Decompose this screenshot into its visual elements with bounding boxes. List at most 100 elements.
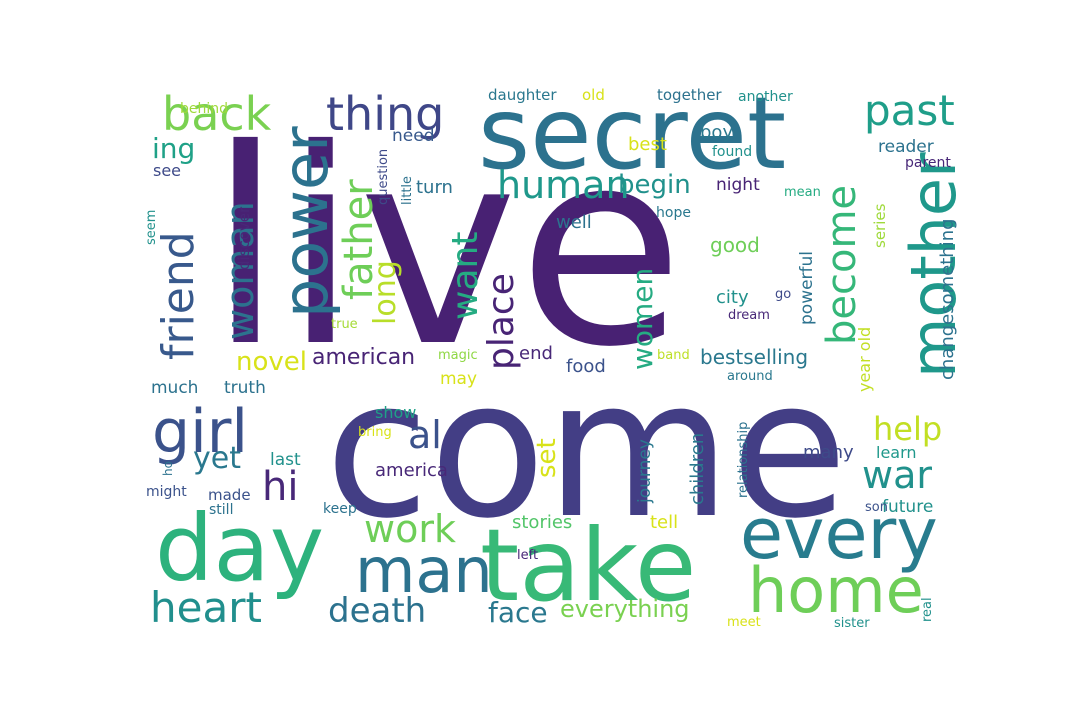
word-place: place bbox=[481, 273, 522, 370]
word-behind: behind bbox=[180, 101, 228, 117]
word-stories: stories bbox=[512, 512, 572, 533]
word-around: around bbox=[727, 369, 773, 384]
word-little: little bbox=[400, 176, 415, 205]
word-friend: friend bbox=[153, 231, 204, 360]
word-power: power bbox=[269, 126, 342, 318]
word-reader: reader bbox=[878, 137, 934, 157]
word-changesomething: changesomething bbox=[937, 218, 958, 380]
word-real: real bbox=[920, 597, 935, 622]
word-series: series bbox=[871, 203, 889, 248]
word-food: food bbox=[566, 356, 606, 377]
word-take: take bbox=[480, 507, 696, 624]
word-might: might bbox=[146, 484, 187, 500]
word-bestselling: bestselling bbox=[700, 345, 808, 369]
word-set: set bbox=[532, 438, 562, 478]
word-powerful: powerful bbox=[797, 251, 817, 325]
word-left: left bbox=[517, 548, 538, 563]
word-last: last bbox=[270, 450, 301, 470]
word-want: want bbox=[445, 232, 486, 320]
word-back: back bbox=[162, 87, 272, 141]
word-hi: hi bbox=[262, 464, 298, 510]
word-best: best bbox=[628, 134, 667, 155]
word-question: question bbox=[376, 149, 391, 205]
word-america: america bbox=[375, 460, 448, 481]
word-human: human bbox=[497, 163, 630, 207]
word-yet: yet bbox=[193, 441, 241, 476]
word-good: good bbox=[710, 233, 760, 257]
word-together: together bbox=[657, 86, 722, 104]
word-face: face bbox=[488, 596, 548, 629]
word-begin: begin bbox=[618, 170, 691, 200]
word-show: show bbox=[375, 403, 416, 422]
word-death: death bbox=[328, 591, 426, 631]
word-see: see bbox=[153, 161, 181, 180]
word-old: old bbox=[582, 86, 605, 104]
word-bring: bring bbox=[358, 425, 392, 440]
word-heart: heart bbox=[150, 583, 262, 632]
word-come: come bbox=[325, 339, 848, 560]
word-war: war bbox=[862, 453, 932, 497]
word-ho: ho bbox=[161, 461, 175, 476]
word-well: well bbox=[556, 212, 592, 233]
word-mother: mother bbox=[897, 152, 970, 378]
word-past: past bbox=[864, 86, 955, 135]
word-secret: secret bbox=[478, 75, 786, 192]
word-journey: journey bbox=[635, 439, 655, 504]
word-every: every bbox=[740, 493, 938, 575]
word-thing: thing bbox=[326, 87, 444, 141]
word-girl: girl bbox=[152, 397, 248, 467]
word-work: work bbox=[364, 507, 456, 551]
word-keep: keep bbox=[323, 501, 357, 517]
word-truth: truth bbox=[224, 378, 266, 398]
word-novel: novel bbox=[236, 347, 307, 377]
word-need: need bbox=[392, 126, 434, 146]
word-daughter: daughter bbox=[488, 86, 557, 104]
word-live: live bbox=[208, 91, 684, 406]
word-end: end bbox=[519, 343, 553, 364]
word-may: may bbox=[440, 369, 477, 389]
word-dream: dream bbox=[728, 308, 770, 323]
word-hope: hope bbox=[656, 205, 691, 221]
word-father: father bbox=[336, 179, 382, 300]
word-man: man bbox=[355, 534, 493, 607]
word-magic: magic bbox=[438, 348, 478, 363]
word-american: american bbox=[312, 345, 415, 370]
word-woman: woman bbox=[218, 201, 262, 340]
word-band: band bbox=[657, 348, 690, 363]
word-become: become bbox=[819, 185, 865, 345]
word-al: al bbox=[408, 413, 442, 457]
word-still: still bbox=[209, 502, 233, 518]
word-turn: turn bbox=[416, 177, 453, 198]
word-night: night bbox=[716, 175, 760, 195]
word-go: go bbox=[775, 287, 791, 302]
word-relationship: relationship bbox=[736, 422, 751, 498]
word-meet: meet bbox=[727, 615, 761, 630]
word-learn: learn bbox=[876, 443, 917, 462]
word-ing: ing bbox=[152, 132, 195, 165]
word-another: another bbox=[738, 89, 793, 105]
word-made: made bbox=[208, 486, 251, 504]
word-women: women bbox=[626, 268, 659, 370]
word-boy: boy bbox=[700, 122, 733, 143]
word-day: day bbox=[155, 495, 324, 602]
word-mean: mean bbox=[784, 185, 821, 200]
word-parent: parent bbox=[905, 155, 951, 171]
word-children: children bbox=[687, 433, 708, 505]
word-long: long bbox=[368, 260, 403, 325]
word-help: help bbox=[873, 410, 942, 448]
word-year-old: year old bbox=[855, 327, 874, 392]
word-everything: everything bbox=[560, 595, 690, 623]
word-city: city bbox=[716, 287, 749, 308]
word-much: much bbox=[151, 378, 198, 398]
word-home: home bbox=[748, 554, 924, 627]
word-found: found bbox=[712, 144, 752, 160]
word-true: true bbox=[331, 317, 358, 332]
word-tell: tell bbox=[650, 512, 678, 533]
word-future: future bbox=[882, 497, 933, 517]
word-son: son bbox=[865, 500, 888, 515]
word-discover: discover bbox=[235, 206, 253, 270]
word-sister: sister bbox=[834, 616, 870, 631]
word-many: many bbox=[803, 442, 854, 463]
word-seem: seem bbox=[144, 210, 159, 245]
